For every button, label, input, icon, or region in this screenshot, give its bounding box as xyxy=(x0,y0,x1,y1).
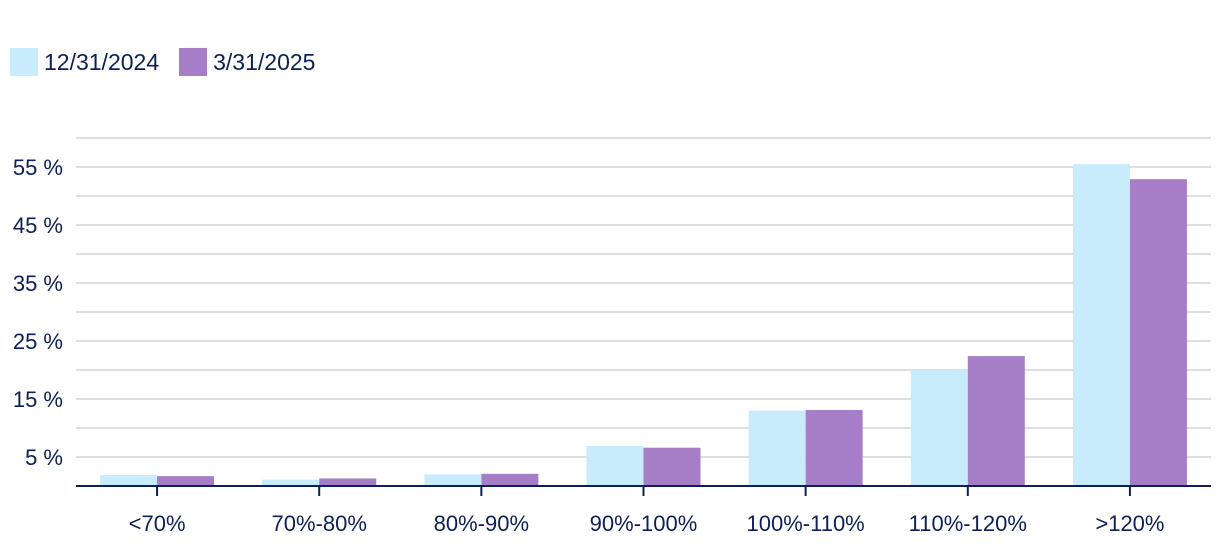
bar-series-1 xyxy=(262,479,320,486)
bar-series-1 xyxy=(586,445,644,486)
bar-series-2 xyxy=(967,356,1025,486)
legend-swatch-series-2 xyxy=(179,48,208,76)
bar-series-2 xyxy=(643,447,701,486)
legend-label-series-1: 12/31/2024 xyxy=(44,48,160,75)
x-tick-label: 100%-110% xyxy=(747,511,865,536)
bar-series-2 xyxy=(481,473,539,486)
legend-item-series-2: 3/31/2025 xyxy=(179,48,315,76)
bar-series-2 xyxy=(157,476,215,486)
legend-item-series-1: 12/31/2024 xyxy=(10,48,159,76)
y-tick-label: 5 % xyxy=(25,445,63,470)
bar-series-1 xyxy=(100,474,158,486)
bars xyxy=(100,164,1187,486)
y-tick-label: 55 % xyxy=(13,155,63,180)
x-tick-label: <70% xyxy=(129,511,186,536)
y-tick-label: 35 % xyxy=(13,271,63,296)
y-axis-tick-labels: 5 % 15 % 25 % 35 % 45 % 55 % xyxy=(13,155,63,470)
bar-series-2 xyxy=(1129,179,1187,486)
bar-series-2 xyxy=(319,478,377,486)
bar-series-1 xyxy=(1072,164,1130,486)
legend-label-series-2: 3/31/2025 xyxy=(213,48,316,75)
y-tick-label: 25 % xyxy=(13,329,63,354)
x-axis-ticks: <70% 70%-80% 80%-90% 90%-100% 100%-110% 110%-… xyxy=(129,486,1164,536)
bar-series-2 xyxy=(805,410,863,486)
x-tick-label: 80%-90% xyxy=(434,511,529,536)
x-tick-label: >120% xyxy=(1095,511,1164,536)
legend-swatch-series-1 xyxy=(10,48,38,76)
x-tick-label: 90%-100% xyxy=(590,511,698,536)
x-tick-label: 110%-120% xyxy=(909,511,1027,536)
bar-series-1 xyxy=(748,410,806,486)
y-tick-label: 15 % xyxy=(13,387,63,412)
bar-series-1 xyxy=(910,370,968,486)
x-tick-label: 70%-80% xyxy=(272,511,367,536)
chart-legend: 12/31/2024 3/31/2025 xyxy=(10,46,335,78)
y-tick-label: 45 % xyxy=(13,213,63,238)
bar-series-1 xyxy=(424,474,482,486)
gridlines xyxy=(76,137,1211,458)
